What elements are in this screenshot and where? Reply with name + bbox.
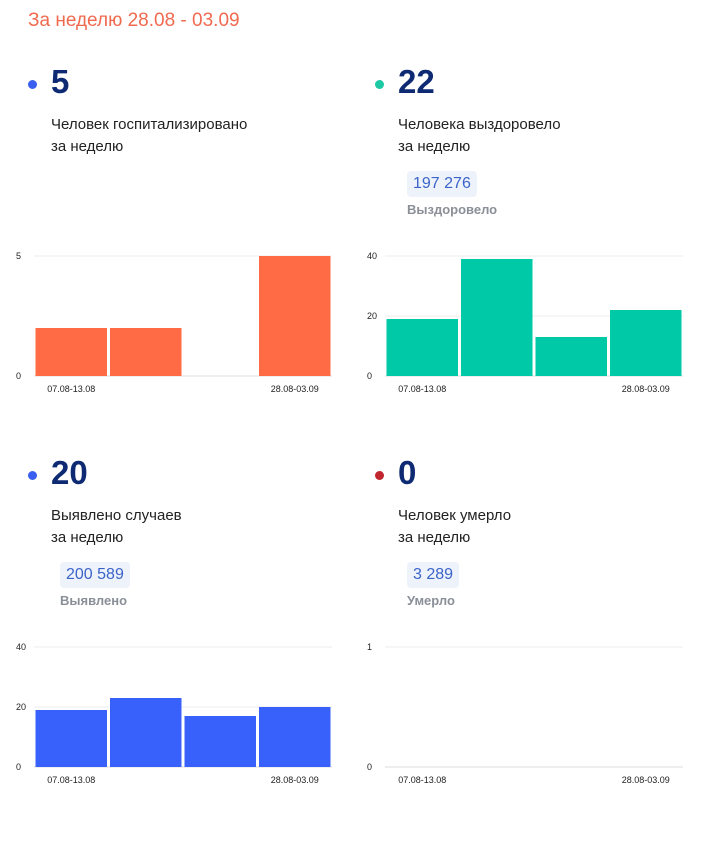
detected-count: 20 [51, 454, 88, 491]
hospitalized-label: Человек госпитализировано за неделю [51, 114, 247, 158]
hospitalized-dot [28, 80, 37, 89]
deaths-dot [375, 471, 384, 480]
recovered-dot [375, 80, 384, 89]
bar [386, 319, 458, 376]
y-tick-label: 0 [367, 762, 372, 772]
period-heading: За неделю 28.08 - 03.09 [28, 10, 240, 31]
hospitalized-label-line1: Человек госпитализировано [51, 116, 248, 133]
recovered-label-line2: за неделю [398, 138, 471, 155]
y-tick-label: 0 [16, 762, 21, 772]
panel-deaths: 0 Человек умерло за неделю 3 289 Умерло [375, 453, 701, 843]
x-tick-label: 28.08-03.09 [271, 384, 319, 394]
bar [110, 698, 182, 767]
detected-chart: 0 20 40 07.08-13.08 28.08-03.09 [16, 642, 332, 785]
recovered-label-line1: Человека выздоровело [398, 116, 561, 133]
detected-label: Выявлено случаев за неделю [51, 505, 182, 549]
y-tick-label: 0 [367, 371, 372, 381]
panel-hospitalized: 5 Человек госпитализировано за неделю [28, 62, 373, 452]
bar [259, 256, 331, 376]
deaths-label-line1: Человек умерло [398, 507, 512, 524]
x-tick-label: 28.08-03.09 [622, 775, 670, 785]
deaths-total-label: Умерло [407, 593, 455, 608]
bar [35, 328, 107, 376]
recovered-label: Человека выздоровело за неделю [398, 114, 561, 158]
y-tick-label: 5 [16, 251, 21, 261]
hospitalized-label-line2: за неделю [51, 138, 124, 155]
hospitalized-chart: 0 5 07.08-13.08 28.08-03.09 [16, 251, 332, 394]
y-tick-label: 0 [16, 371, 21, 381]
deaths-count: 0 [398, 454, 417, 491]
deaths-chart: 0 1 07.08-13.08 28.08-03.09 [367, 642, 683, 785]
deaths-label-line2: за неделю [398, 529, 471, 546]
bar [461, 259, 533, 376]
recovered-chart: 0 20 40 07.08-13.08 28.08-03.09 [367, 251, 683, 394]
bar [259, 707, 331, 767]
y-tick-label: 1 [367, 642, 372, 652]
bar [184, 716, 256, 767]
bar [110, 328, 182, 376]
recovered-total-label: Выздоровело [407, 202, 498, 217]
bar [35, 710, 107, 767]
detected-dot [28, 471, 37, 480]
panel-detected: 20 Выявлено случаев за неделю 200 589 Вы… [28, 453, 373, 843]
x-tick-label: 07.08-13.08 [398, 384, 446, 394]
panel-recovered: 22 Человека выздоровело за неделю 197 27… [375, 62, 701, 452]
x-tick-label: 07.08-13.08 [398, 775, 446, 785]
x-tick-label: 07.08-13.08 [47, 775, 95, 785]
y-tick-label: 40 [367, 251, 377, 261]
y-tick-label: 20 [16, 702, 26, 712]
bar [610, 310, 682, 376]
detected-label-line2: за неделю [51, 529, 124, 546]
detected-total-label: Выявлено [60, 593, 128, 608]
recovered-total: 197 276 [407, 171, 477, 197]
detected-label-line1: Выявлено случаев [51, 507, 182, 524]
hospitalized-count: 5 [51, 63, 70, 100]
detected-total: 200 589 [60, 562, 130, 588]
deaths-total: 3 289 [407, 562, 460, 588]
x-tick-label: 07.08-13.08 [47, 384, 95, 394]
deaths-label: Человек умерло за неделю [398, 505, 511, 549]
bar [535, 337, 607, 376]
x-tick-label: 28.08-03.09 [622, 384, 670, 394]
y-tick-label: 40 [16, 642, 26, 652]
recovered-count: 22 [398, 63, 435, 100]
x-tick-label: 28.08-03.09 [271, 775, 319, 785]
y-tick-label: 20 [367, 311, 377, 321]
